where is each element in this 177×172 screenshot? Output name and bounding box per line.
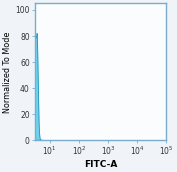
Y-axis label: Normalized To Mode: Normalized To Mode: [4, 31, 12, 112]
X-axis label: FITC-A: FITC-A: [84, 159, 117, 169]
